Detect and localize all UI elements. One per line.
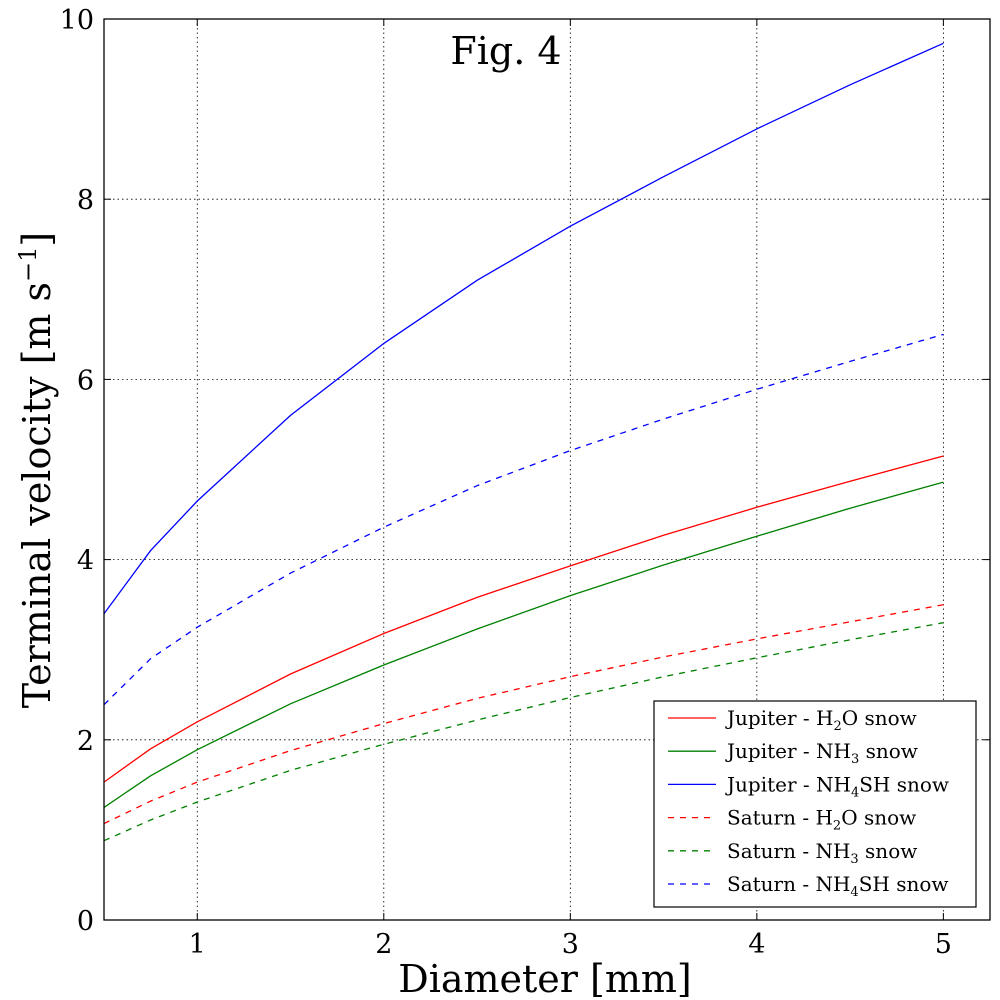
legend-box	[653, 700, 977, 908]
x-axis-title: Diameter [mm]	[398, 957, 692, 1000]
series-line-sat-nh3	[103, 622, 944, 842]
series-line-jup-nh4sh	[103, 42, 944, 615]
legend-label-subscript: 4	[851, 785, 859, 800]
legend-label-text: SH snow	[859, 872, 949, 896]
legend-label-text: O snow	[842, 706, 917, 730]
x-tick-label: 4	[748, 929, 765, 960]
y-axis-title: Terminal velocity [m s−1]	[14, 232, 59, 709]
y-tick-label: 8	[77, 185, 94, 216]
tick-labels: 1 2 3 4 5 0 2 4 6 8 10	[60, 5, 952, 960]
ticks	[104, 18, 990, 921]
series-lines	[103, 42, 944, 842]
y-tick-label: 0	[77, 906, 94, 937]
y-axis-title-main: Terminal velocity [m s	[15, 282, 59, 708]
y-axis-title-end: ]	[15, 232, 59, 247]
series-line-sat-h2o	[103, 604, 944, 825]
x-tick-label: 1	[189, 929, 206, 960]
legend-label-text: snow	[859, 839, 918, 863]
y-tick-label: 10	[60, 5, 94, 36]
legend-label-text: Jupiter - H	[725, 706, 833, 730]
legend-label-text: Saturn - NH	[727, 872, 850, 896]
legend-label-subscript: 2	[833, 719, 841, 734]
legend-label-subscript: 4	[850, 885, 858, 900]
x-tick-label: 2	[375, 929, 392, 960]
legend-label-subscript: 3	[850, 852, 858, 867]
plot-frame	[103, 18, 991, 921]
legend-label-sat-h2o: Saturn - H2O snow	[727, 806, 916, 834]
legend-label-text: snow	[859, 739, 918, 763]
series-line-jup-nh3	[103, 481, 944, 808]
y-tick-label: 4	[77, 546, 94, 577]
series-line-sat-nh4sh	[103, 333, 944, 706]
legend-label-text: Jupiter - NH	[725, 772, 851, 796]
legend-label-sat-nh3: Saturn - NH3 snow	[727, 839, 917, 867]
x-tick-label: 5	[935, 929, 952, 960]
legend-label-text: Jupiter - NH	[725, 739, 851, 763]
legend-label-sat-nh4sh: Saturn - NH4SH snow	[727, 872, 949, 900]
legend-label-text: Saturn - NH	[727, 839, 850, 863]
legend-label-text: SH snow	[859, 772, 949, 796]
legend-label-text: Saturn - H	[727, 806, 833, 830]
legend-label-text: O snow	[841, 806, 916, 830]
legend-label-subscript: 2	[833, 819, 841, 834]
legend-label-jup-nh3: Jupiter - NH3 snow	[725, 739, 918, 767]
legend-label-jup-nh4sh: Jupiter - NH4SH snow	[725, 772, 949, 800]
series-line-jup-h2o	[103, 455, 944, 783]
x-tick-label: 3	[562, 929, 579, 960]
legend-label-jup-h2o: Jupiter - H2O snow	[725, 706, 917, 734]
y-tick-label: 6	[77, 365, 94, 396]
legend-label-subscript: 3	[851, 752, 859, 767]
y-axis-title-exponent: −1	[14, 247, 42, 282]
chart-title: Fig. 4	[450, 29, 561, 73]
y-tick-label: 2	[77, 726, 94, 757]
